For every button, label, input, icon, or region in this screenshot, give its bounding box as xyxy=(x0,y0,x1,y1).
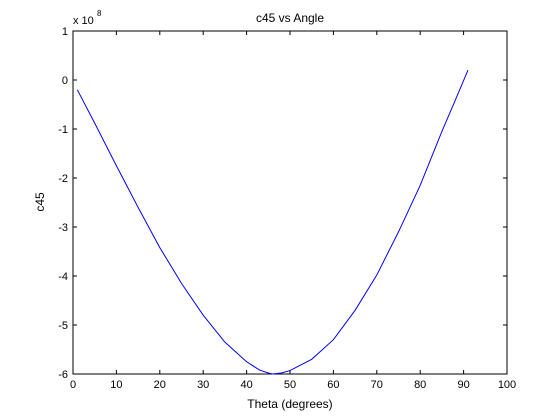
y-tick-label: 1 xyxy=(62,26,68,38)
y-tick-label: 0 xyxy=(62,75,68,87)
x-tick-label: 10 xyxy=(110,379,122,391)
y-multiplier-exponent: 8 xyxy=(97,9,102,18)
x-tick-label: 40 xyxy=(240,379,252,391)
x-tick-label: 0 xyxy=(70,379,76,391)
x-tick-label: 30 xyxy=(197,379,209,391)
y-tick-label: -4 xyxy=(58,271,68,283)
plot-area xyxy=(72,30,508,375)
axis-tick-labels: 0 10 20 30 40 50 60 70 80 90 100 -6 -5 -4 -3 -2 -1 0 1 xyxy=(58,26,516,391)
y-tick-label: -5 xyxy=(58,320,68,332)
y-multiplier-base: x 10 xyxy=(73,15,94,27)
y-tick-label: -6 xyxy=(58,369,68,381)
axis-ticks xyxy=(72,30,508,375)
x-tick-label: 60 xyxy=(327,379,339,391)
y-tick-label: -1 xyxy=(58,124,68,136)
x-tick-label: 50 xyxy=(284,379,296,391)
series-line-0 xyxy=(76,70,469,375)
x-tick-label: 100 xyxy=(498,379,516,391)
series-layer xyxy=(76,70,469,375)
x-tick-label: 70 xyxy=(371,379,383,391)
x-tick-label: 90 xyxy=(457,379,469,391)
y-tick-label: -2 xyxy=(58,173,68,185)
y-axis-label: c45 xyxy=(33,192,47,212)
y-tick-label: -3 xyxy=(58,222,68,234)
chart-title: c45 vs Angle xyxy=(256,11,324,25)
x-tick-label: 80 xyxy=(414,379,426,391)
x-axis-label: Theta (degrees) xyxy=(247,397,332,411)
x-tick-label: 20 xyxy=(154,379,166,391)
